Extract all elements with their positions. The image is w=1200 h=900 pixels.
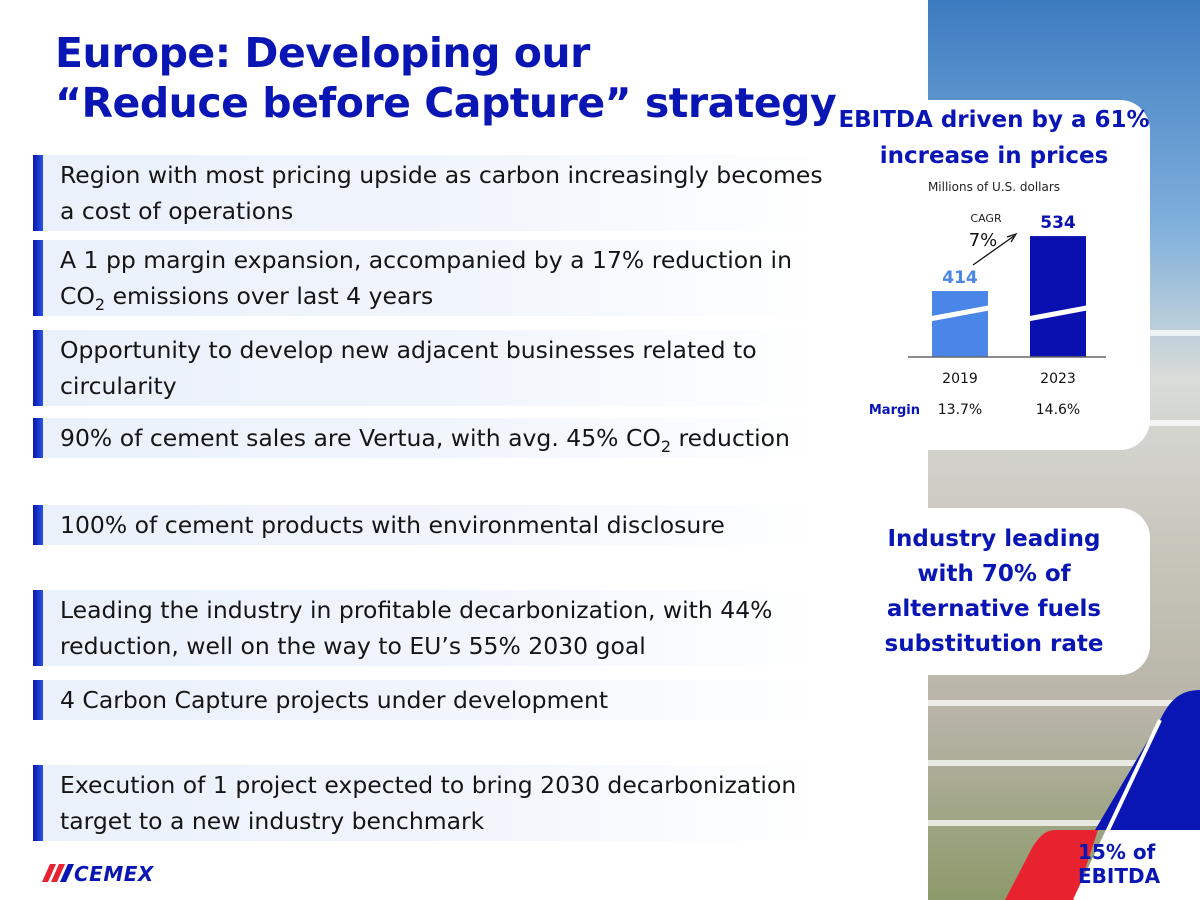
chart-title: EBITDA driven by a 61% increase in price… <box>838 107 1150 169</box>
bullet-text-cont: reduction <box>671 424 790 452</box>
x-tick-label: 2023 <box>1040 371 1076 387</box>
bullet-item: Opportunity to develop new adjacent busi… <box>33 330 823 406</box>
axis-break-mark <box>1021 304 1093 323</box>
data-label: 414 <box>942 268 978 288</box>
chart-unit: Millions of U.S. dollars <box>927 180 1061 194</box>
x-tick-label: 2019 <box>942 371 978 387</box>
title-line-1: Europe: Developing our <box>55 29 590 77</box>
bullet-item: 90% of cement sales are Vertua, with avg… <box>33 418 823 458</box>
data-label: 534 <box>1040 213 1076 233</box>
bullet-bar <box>33 155 43 231</box>
bullet-text: A 1 pp margin expansion, accompanied by … <box>60 246 792 310</box>
bullet-bar <box>33 680 43 720</box>
bullet-bar <box>33 765 43 841</box>
alt-fuels-text: Industry leading with 70% of alternative… <box>884 525 1104 657</box>
bullet-item: A 1 pp margin expansion, accompanied by … <box>33 240 823 316</box>
bullet-text-cont: emissions over last 4 years <box>105 282 434 310</box>
margin-value: 13.7% <box>938 402 982 418</box>
bullet-text: 90% of cement sales are Vertua, with avg… <box>60 424 661 452</box>
margin-value: 14.6% <box>1036 402 1080 418</box>
ebitda-share-line-2: EBITDA <box>1078 864 1161 888</box>
page-title: Europe: Developing our “Reduce before Ca… <box>55 28 837 128</box>
bullet-bar <box>33 505 43 545</box>
bullet-text: Leading the industry in profitable decar… <box>60 596 773 660</box>
axis-break-mark <box>923 304 995 323</box>
cagr-arrow-icon <box>972 232 1018 266</box>
bullet-bar <box>33 240 43 316</box>
cemex-logo: CEMEX <box>42 862 154 886</box>
bar-2023 <box>1030 236 1086 357</box>
subscript: 2 <box>660 437 672 456</box>
bullet-text: Region with most pricing upside as carbo… <box>60 161 823 225</box>
bullet-text: Opportunity to develop new adjacent busi… <box>60 336 757 400</box>
ebitda-share-line-1: 15% of <box>1078 840 1156 864</box>
europe-ebitda-share: 15% of EBITDA <box>1078 840 1160 888</box>
ebitda-bar-chart: 414 2019 13.7% 534 2023 14.6% Margin CAGR 7% <box>869 212 1106 418</box>
cemex-logo-mark-icon <box>42 864 74 882</box>
margin-label: Margin <box>869 403 920 418</box>
bullet-text: 100% of cement products with environment… <box>60 511 725 539</box>
bullet-item: Region with most pricing upside as carbo… <box>33 155 823 231</box>
bullet-text: 4 Carbon Capture projects under developm… <box>60 686 609 714</box>
bullet-item: Leading the industry in profitable decar… <box>33 590 823 666</box>
bullet-text: Execution of 1 project expected to bring… <box>60 771 797 835</box>
cagr-label: CAGR <box>970 212 1002 225</box>
bullet-item: 100% of cement products with environment… <box>33 505 823 545</box>
bullet-bar <box>33 330 43 406</box>
ebitda-chart-card: EBITDA driven by a 61% increase in price… <box>838 100 1150 450</box>
alt-fuels-card: Industry leading with 70% of alternative… <box>838 508 1150 675</box>
bullet-bar <box>33 590 43 666</box>
brand-swoosh <box>1005 690 1200 900</box>
title-line-2: “Reduce before Capture” strategy <box>55 79 837 127</box>
bullet-bar <box>33 418 43 458</box>
bullet-item: Execution of 1 project expected to bring… <box>33 765 823 841</box>
bar-2019 <box>932 291 988 357</box>
cagr-value: 7% <box>969 230 998 251</box>
bullet-item: 4 Carbon Capture projects under developm… <box>33 680 823 720</box>
cemex-logo-text: CEMEX <box>74 862 154 886</box>
subscript: 2 <box>94 295 106 314</box>
